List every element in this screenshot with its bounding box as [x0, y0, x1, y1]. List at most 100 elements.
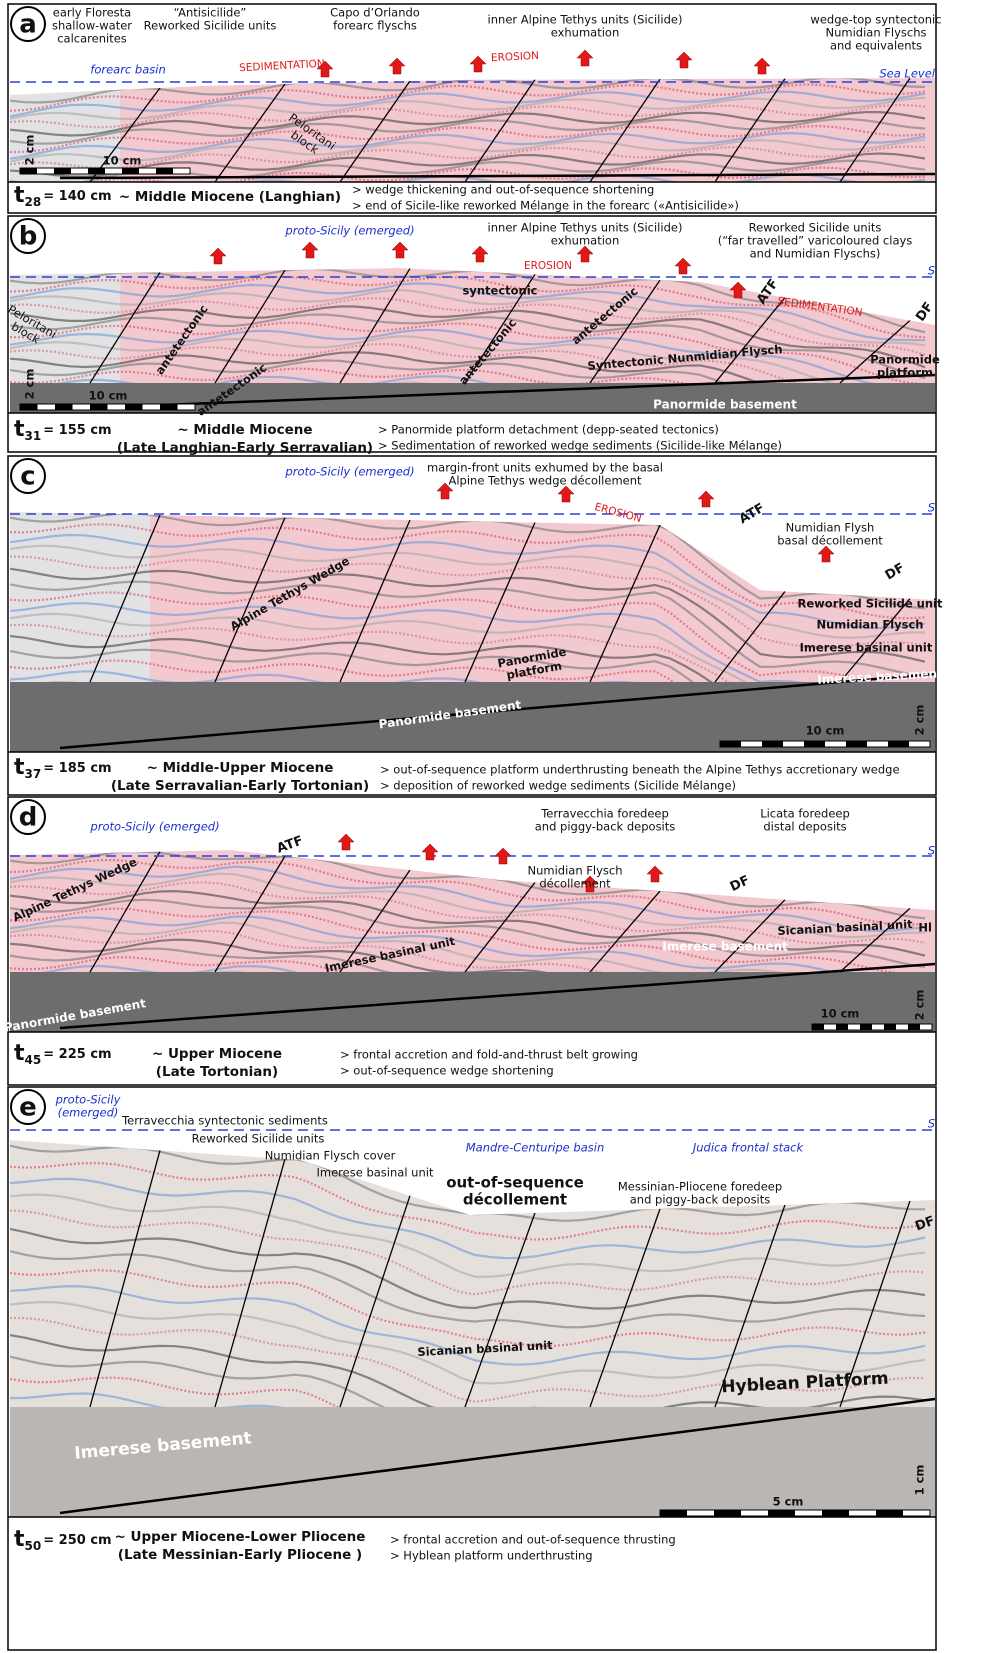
time-step: 50: [25, 1539, 42, 1553]
annotation: shallow-water: [52, 19, 132, 33]
layer: [10, 288, 926, 347]
scale-bar-seg: [884, 1024, 896, 1030]
layer: [10, 305, 926, 369]
layer: [10, 328, 926, 389]
scale-bar-seg: [660, 1510, 687, 1516]
layer: [10, 555, 926, 649]
uplift-arrow: [471, 245, 489, 263]
annotation: Judica frontal stack: [691, 1141, 805, 1155]
layer: [10, 111, 926, 137]
detachment: [59, 172, 935, 180]
annotation: Hl: [918, 921, 932, 935]
thrust: [89, 514, 161, 683]
uplift-arrow: [697, 490, 715, 508]
uplift-arrow: [316, 60, 334, 78]
annotation: 10 cm: [806, 724, 845, 738]
scale-bar-seg: [812, 1024, 824, 1030]
annotation: Reworked Sicilide unit: [798, 597, 943, 611]
uplift-arrow: [675, 51, 693, 69]
time-t: t: [14, 755, 25, 780]
scale-bar-seg: [90, 404, 108, 410]
time-length: = 185 cm: [43, 761, 111, 776]
annotation: platform: [877, 366, 933, 380]
annotation: proto-Sicily: [55, 1093, 121, 1107]
panel-frame: [7, 1086, 937, 1651]
annotation: 10 cm: [821, 1007, 860, 1021]
layer: [10, 342, 926, 401]
time-length: = 250 cm: [43, 1533, 111, 1548]
annotation: and Numidian Flyschs): [750, 247, 881, 261]
annotation: forearc flyschs: [333, 19, 417, 33]
panel-letter-circle: [10, 458, 46, 494]
annotation: Panormide basement: [653, 398, 797, 412]
cross-section: [10, 1140, 935, 1517]
panel-frame: [7, 3, 937, 214]
layer: [10, 335, 926, 393]
time-length: = 225 cm: [43, 1047, 111, 1062]
annotation: margin-front units exhumed by the basal: [427, 461, 663, 475]
detachment: [59, 672, 935, 750]
layer: [10, 881, 926, 945]
thrust: [839, 319, 911, 384]
thrust: [339, 1195, 411, 1408]
layer: [10, 921, 926, 988]
annotation: proto-Sicily (emerged): [284, 465, 414, 479]
thrust: [339, 268, 411, 384]
annotation: DF: [883, 561, 908, 584]
layer: [10, 591, 926, 688]
layer: [10, 145, 926, 170]
time-t: t: [14, 1527, 25, 1552]
info-band: [9, 1032, 935, 1084]
scale-bar-seg: [55, 404, 73, 410]
annotation: and equivalents: [830, 39, 922, 53]
annotation: (emerged): [58, 1106, 119, 1120]
annotation: 1 cm: [913, 1465, 927, 1496]
scale-bar-seg: [762, 741, 783, 747]
layer: [10, 124, 926, 153]
thrust: [339, 869, 411, 973]
annotation: proto-Sicily (emerged): [284, 224, 414, 238]
layer: [10, 1227, 926, 1310]
layer: [10, 889, 926, 957]
annotation: Terravecchia syntectonic sediments: [121, 1114, 328, 1128]
uplift-arrow: [581, 875, 599, 893]
annotation: and piggy-back deposits: [630, 1193, 771, 1207]
layer: [10, 907, 926, 976]
age: (Late Serravalian-Early Tortonian): [111, 778, 369, 794]
layer: [10, 313, 926, 380]
layer: [10, 929, 926, 994]
uplift-arrow: [469, 55, 487, 73]
annotation: basal décollement: [777, 534, 883, 548]
time-length: = 140 cm: [43, 189, 111, 204]
layer: [10, 533, 926, 630]
thrust: [339, 80, 411, 182]
layer: [10, 580, 926, 678]
annotation: Reworked Sicilide units: [144, 19, 277, 33]
annotation: 2 cm: [23, 135, 37, 166]
note: > deposition of reworked wedge sediments…: [380, 779, 736, 793]
layer: [10, 131, 926, 160]
layer: [10, 83, 926, 112]
layer: [10, 117, 926, 145]
uplift-arrow: [753, 57, 771, 75]
uplift-arrow: [391, 241, 409, 259]
detachment: [59, 373, 935, 411]
annotation: inner Alpine Tethys units (Sicilide): [488, 13, 683, 27]
note: > Panormide platform detachment (depp-se…: [378, 423, 719, 437]
layer: [10, 138, 926, 163]
info-band: [9, 182, 935, 212]
annotation: exhumation: [551, 234, 620, 248]
annotation: Imerese basement: [662, 940, 788, 954]
note: > wedge thickening and out-of-sequence s…: [352, 183, 654, 197]
time-step: 28: [25, 195, 42, 209]
time-t: t: [14, 417, 25, 442]
panel-letter: e: [19, 1093, 37, 1123]
layer: [10, 898, 926, 969]
layer: [10, 1193, 926, 1278]
thrust: [839, 598, 911, 683]
scale-bar-seg: [714, 1510, 741, 1516]
annotation: out-of-sequence: [446, 1174, 584, 1192]
layer: [10, 623, 926, 718]
layer: [10, 297, 926, 356]
time-t: t: [14, 183, 25, 208]
